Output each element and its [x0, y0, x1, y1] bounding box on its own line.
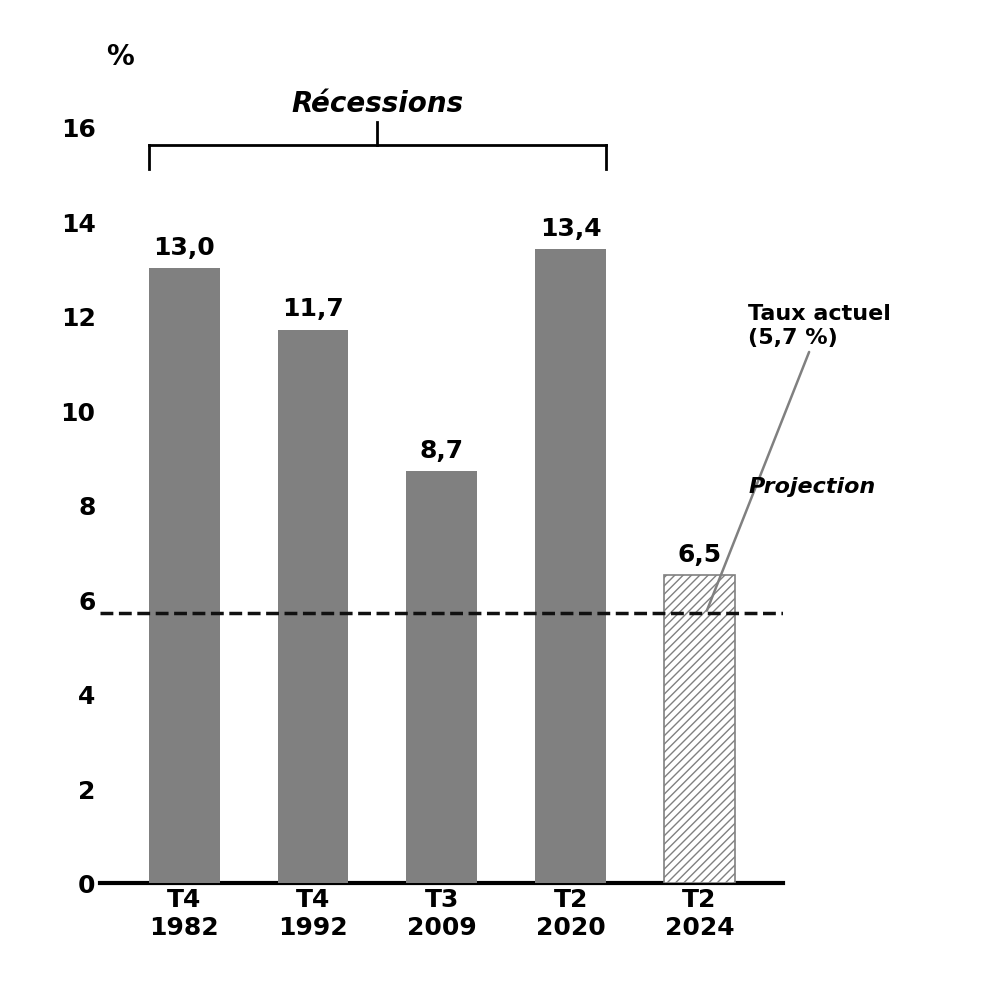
Text: 8,7: 8,7 — [419, 438, 463, 462]
Bar — [406, 472, 476, 883]
Text: 13,0: 13,0 — [153, 236, 215, 260]
Text: 6,5: 6,5 — [677, 543, 721, 567]
Text: 11,7: 11,7 — [282, 297, 343, 321]
Text: %: % — [105, 43, 133, 71]
Bar — [148, 269, 220, 883]
Text: Projection: Projection — [747, 476, 875, 496]
Bar — [663, 576, 734, 883]
Bar — [535, 250, 606, 883]
Text: Taux actuel
(5,7 %): Taux actuel (5,7 %) — [706, 304, 891, 611]
Text: 13,4: 13,4 — [540, 217, 601, 241]
Bar — [277, 330, 348, 883]
Text: Récessions: Récessions — [291, 90, 463, 118]
